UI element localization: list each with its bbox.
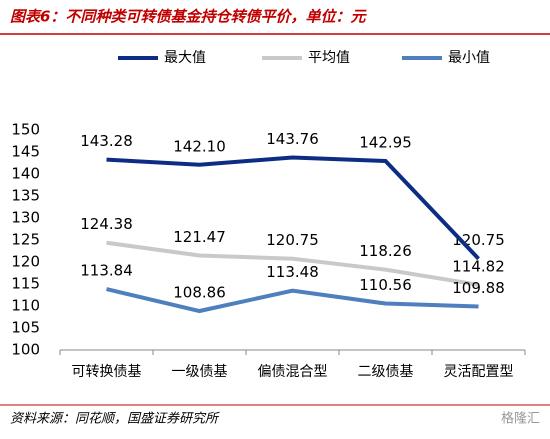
chart-title: 图表6：不同种类可转债基金持仓转债平价，单位：元 — [10, 8, 367, 26]
watermark: 格隆汇 — [501, 411, 540, 427]
data-label: 120.75 — [266, 231, 319, 249]
y-tick-label: 140 — [11, 165, 40, 183]
legend-label: 平均值 — [308, 50, 350, 66]
x-tick-label: 二级债基 — [358, 363, 414, 380]
y-tick-label: 110 — [11, 297, 40, 315]
y-tick-label: 105 — [11, 319, 40, 337]
data-label: 118.26 — [359, 242, 412, 260]
data-label: 113.48 — [266, 263, 319, 281]
data-label: 143.28 — [80, 132, 133, 150]
data-label: 142.10 — [173, 137, 226, 155]
y-tick-label: 125 — [11, 231, 40, 249]
y-tick-label: 145 — [11, 143, 40, 161]
x-tick-label: 可转换债基 — [72, 363, 142, 380]
y-tick-label: 150 — [11, 121, 40, 139]
y-tick-label: 130 — [11, 209, 40, 227]
y-tick-label: 115 — [11, 275, 40, 293]
y-tick-label: 120 — [11, 253, 40, 271]
data-label: 143.76 — [266, 130, 319, 148]
data-label: 113.84 — [80, 262, 133, 280]
x-tick-label: 灵活配置型 — [444, 364, 514, 380]
data-label: 124.38 — [80, 215, 133, 233]
data-label: 121.47 — [173, 228, 226, 246]
series-line — [106, 240, 479, 287]
x-tick-label: 偏债混合型 — [258, 364, 328, 380]
data-label: 110.56 — [359, 276, 412, 294]
y-tick-label: 135 — [11, 187, 40, 205]
data-label: 142.95 — [359, 134, 412, 152]
legend-label: 最大值 — [164, 50, 206, 66]
legend-label: 最小值 — [448, 50, 490, 66]
data-label: 109.88 — [452, 279, 505, 297]
source: 资料来源：同花顺，国盛证券研究所 — [10, 411, 220, 427]
y-tick-label: 100 — [11, 341, 40, 359]
x-tick-label: 一级债基 — [172, 363, 228, 380]
series-line — [106, 287, 479, 314]
data-label: 114.82 — [452, 257, 505, 275]
series-line — [106, 155, 480, 261]
data-label: 108.86 — [173, 284, 226, 302]
